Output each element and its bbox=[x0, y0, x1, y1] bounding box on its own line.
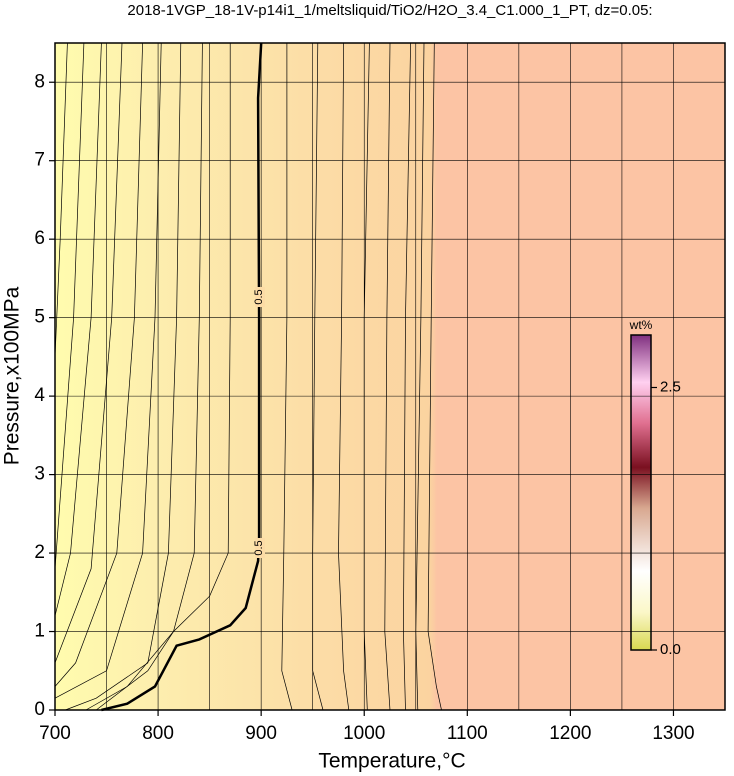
y-tick-label: 0 bbox=[34, 699, 45, 720]
chart-title: 2018-1VGP_18-1V-p14i1_1/meltsliquid/TiO2… bbox=[127, 2, 652, 19]
contour-line bbox=[85, 42, 203, 711]
y-axis-label: Pressure,x100MPa bbox=[1, 286, 24, 465]
contour-line bbox=[54, 42, 123, 664]
colorbar-tick-label: 2.5 bbox=[660, 378, 681, 395]
x-tick-label: 700 bbox=[39, 723, 71, 744]
contour-line bbox=[403, 42, 411, 711]
y-tick-label: 7 bbox=[34, 150, 45, 171]
contour-line bbox=[415, 42, 425, 711]
y-tick-label: 8 bbox=[34, 71, 45, 92]
contour-label: 0.5 bbox=[253, 540, 265, 555]
y-tick-label: 5 bbox=[34, 307, 45, 328]
x-tick-label: 1200 bbox=[549, 723, 591, 744]
x-tick-label: 1100 bbox=[447, 723, 488, 744]
colorbar bbox=[630, 334, 652, 651]
x-tick-label: 1300 bbox=[652, 723, 694, 744]
y-tick-label: 4 bbox=[34, 385, 45, 406]
y-tick-label: 6 bbox=[34, 228, 45, 249]
x-tick-label: 900 bbox=[245, 723, 277, 744]
contour-line bbox=[427, 42, 442, 711]
contour-line bbox=[54, 42, 102, 616]
contour-label-bg bbox=[255, 287, 265, 307]
y-tick-label: 2 bbox=[34, 542, 45, 563]
contour-label: 0.5 bbox=[253, 289, 265, 304]
contour-line bbox=[384, 42, 391, 711]
plot-frame bbox=[54, 42, 726, 711]
x-tick-label: 800 bbox=[142, 723, 174, 744]
bold-contour bbox=[101, 42, 263, 712]
contour-line bbox=[363, 42, 370, 711]
x-tick-label: 1000 bbox=[343, 723, 385, 744]
contour-line bbox=[65, 42, 182, 711]
contour-line bbox=[54, 42, 68, 357]
y-tick-label: 1 bbox=[34, 621, 45, 642]
contour-line bbox=[312, 42, 324, 711]
contour-line bbox=[95, 43, 231, 711]
colorbar-label: wt% bbox=[629, 318, 653, 332]
contour-line bbox=[54, 42, 143, 687]
contour-line bbox=[281, 43, 293, 711]
contour-line bbox=[54, 42, 162, 699]
y-tick-label: 3 bbox=[34, 464, 45, 485]
contour-line bbox=[54, 42, 85, 569]
colorbar-tick-label: 0.0 bbox=[660, 641, 681, 658]
x-axis-label: Temperature,°C bbox=[318, 750, 465, 773]
contour-line bbox=[338, 42, 350, 711]
contour-label-bg bbox=[255, 538, 265, 558]
plot-background bbox=[55, 43, 725, 710]
